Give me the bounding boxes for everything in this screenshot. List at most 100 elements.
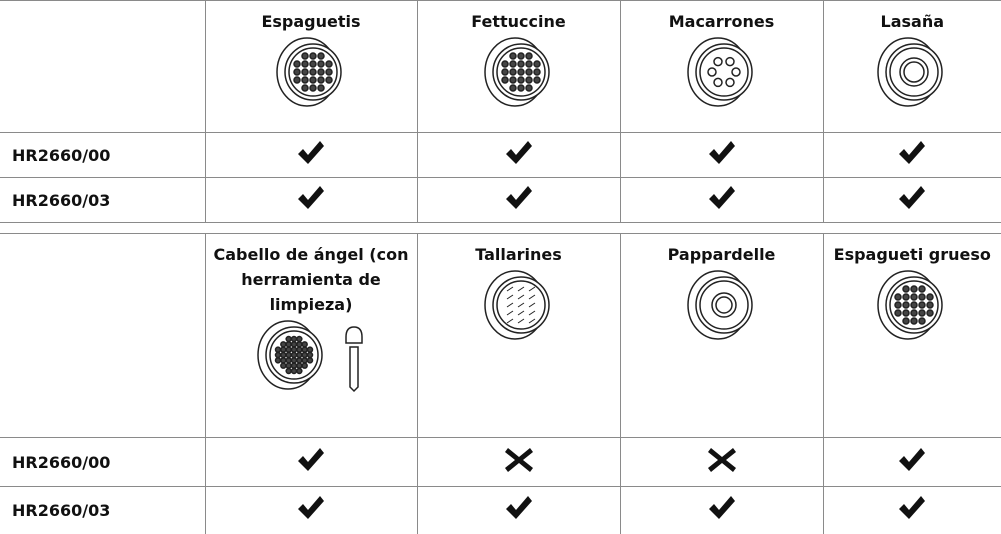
icon-part: [534, 69, 540, 75]
header-cell: Macarrones: [620, 1, 823, 133]
icon-part: [302, 69, 308, 75]
check-mark: [296, 494, 326, 522]
model-row: HR2660/03: [0, 487, 1001, 534]
icon-part: [526, 61, 532, 67]
model-row: HR2660/00: [0, 133, 1001, 178]
check-mark: [296, 446, 326, 474]
icon-part: [886, 44, 942, 100]
cross-mark: [504, 446, 534, 474]
compat-cell: [205, 133, 417, 178]
mark-shape: [505, 448, 533, 472]
icon-part: [276, 358, 281, 363]
icon-part: [292, 358, 297, 363]
icon-part: [302, 342, 307, 347]
icon-part: [518, 77, 524, 83]
mark-shape: [506, 186, 532, 209]
disc-icon: [271, 34, 351, 110]
compat-cell: [823, 178, 1001, 223]
check-mark: [504, 494, 534, 522]
icon-part: [526, 69, 532, 75]
icon-part: [510, 69, 516, 75]
icon-part: [318, 77, 324, 83]
icon-part: [526, 85, 532, 91]
icon-part: [903, 302, 909, 308]
icon-part: [297, 369, 302, 374]
mark-shape: [899, 141, 925, 164]
icon-part: [518, 85, 524, 91]
disc-icon: [872, 34, 952, 110]
column-title: Fettuccine: [418, 1, 620, 34]
icon-part: [308, 358, 313, 363]
icon-part: [292, 342, 297, 347]
icon-part: [919, 318, 925, 324]
icon-part: [911, 286, 917, 292]
mark-shape: [899, 448, 925, 471]
column-title: Cabello de ángel (con herramienta de lim…: [206, 234, 417, 317]
icon-part: [281, 358, 286, 363]
icon-part: [318, 53, 324, 59]
mark-shape: [298, 496, 324, 519]
check-mark: [707, 139, 737, 167]
column-title: Lasaña: [824, 1, 1001, 34]
disc-icon: [872, 267, 952, 343]
icon-part: [310, 85, 316, 91]
mark-shape: [506, 496, 532, 519]
check-mark: [707, 494, 737, 522]
icon-part: [294, 69, 300, 75]
header-cell: Fettuccine: [417, 1, 620, 133]
compat-cell: [620, 133, 823, 178]
icon-part: [919, 286, 925, 292]
check-mark: [504, 139, 534, 167]
icon-part: [903, 294, 909, 300]
check-mark: [897, 184, 927, 212]
column-title: Macarrones: [621, 1, 823, 34]
icon-part: [286, 369, 291, 374]
header-cell: Pappardelle: [620, 234, 823, 438]
disc-icon: [479, 267, 559, 343]
icon-part: [510, 53, 516, 59]
icon-part: [281, 353, 286, 358]
mark-shape: [709, 496, 735, 519]
icon-part: [308, 353, 313, 358]
mark-shape: [899, 496, 925, 519]
icon-part: [326, 77, 332, 83]
compat-cell: [417, 178, 620, 223]
icon-part: [903, 310, 909, 316]
mark-shape: [298, 186, 324, 209]
column-title: Espagueti grueso: [824, 234, 1001, 267]
icon-part: [911, 318, 917, 324]
compat-cell: [620, 438, 823, 487]
icon-part: [276, 353, 281, 358]
icon-part: [302, 77, 308, 83]
icon-part: [302, 53, 308, 59]
icon-part: [310, 77, 316, 83]
model-name: HR2660/03: [0, 178, 205, 223]
icon-part: [696, 277, 752, 333]
column-title: Pappardelle: [621, 234, 823, 267]
icon-part: [286, 342, 291, 347]
icon-part: [534, 77, 540, 83]
icon-part: [518, 53, 524, 59]
compat-cell: [823, 438, 1001, 487]
compat-cell: [823, 133, 1001, 178]
icon-part: [895, 310, 901, 316]
compat-cell: [823, 487, 1001, 534]
icon-part: [294, 61, 300, 67]
icon-part: [927, 294, 933, 300]
empty-cell: [0, 234, 205, 438]
icon-part: [281, 342, 286, 347]
icon-part: [919, 294, 925, 300]
column-title: Espaguetis: [206, 1, 417, 34]
icon-part: [326, 69, 332, 75]
icon-part: [297, 337, 302, 342]
icon-part: [911, 310, 917, 316]
icon-part: [292, 353, 297, 358]
icon-part: [518, 61, 524, 67]
icon-part: [318, 85, 324, 91]
disc-icon: [246, 317, 376, 393]
compatibility-table: Cabello de ángel (con herramienta de lim…: [0, 233, 1001, 534]
icon-part: [292, 347, 297, 352]
icon-part: [502, 61, 508, 67]
icon-part: [927, 310, 933, 316]
header-cell: Cabello de ángel (con herramienta de lim…: [205, 234, 417, 438]
